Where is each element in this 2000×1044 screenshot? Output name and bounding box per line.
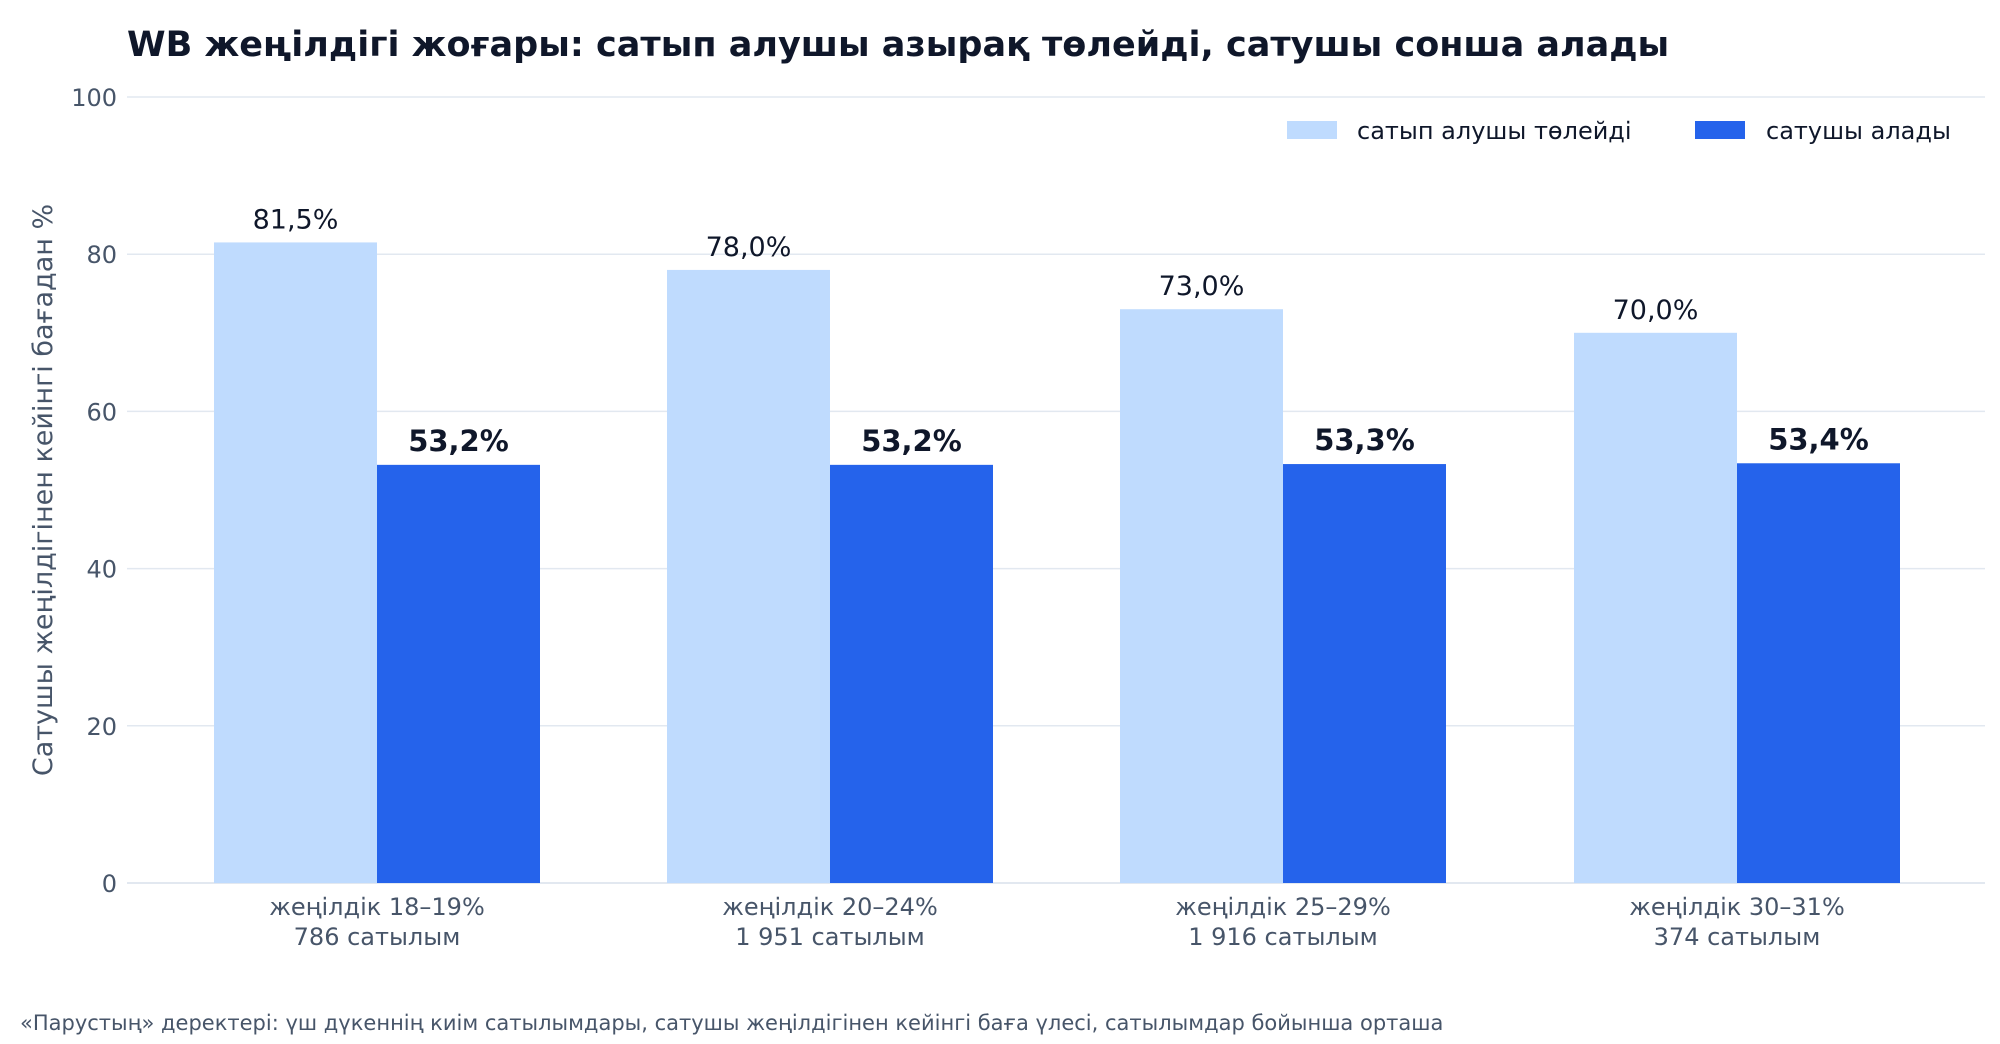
data-label: 53,2% [408, 424, 509, 458]
bar-seller-gets-2 [1283, 464, 1446, 883]
bar-buyer-pays-1 [667, 269, 830, 883]
data-label: 53,3% [1314, 423, 1415, 457]
x-tick-sublabel: 1 916 сатылым [1188, 923, 1378, 951]
y-tick-label: 0 [102, 870, 117, 898]
x-tick-label: жеңілдік 18–19% [269, 893, 485, 921]
data-label: 53,4% [1768, 422, 1869, 456]
bar-buyer-pays-0 [214, 242, 377, 883]
bar-seller-gets-3 [1737, 463, 1900, 883]
x-tick-label: жеңілдік 20–24% [722, 893, 938, 921]
bars [214, 242, 1900, 884]
x-tick-label: жеңілдік 30–31% [1629, 893, 1845, 921]
legend-label-0: сатып алушы төлейді [1357, 117, 1632, 145]
x-axis-ticks: жеңілдік 18–19%786 сатылым жеңілдік 20–24… [269, 893, 1845, 951]
bar-buyer-pays-2 [1120, 309, 1283, 884]
x-tick-sublabel: 1 951 сатылым [735, 923, 925, 951]
data-label: 81,5% [253, 204, 339, 235]
chart-title: WB жеңілдігі жоғары: сатып алушы азырақ … [127, 25, 1669, 65]
y-tick-label: 40 [86, 556, 117, 584]
legend-swatch-1 [1695, 121, 1745, 139]
y-axis-label: Сатушы жеңілдігінен кейінгі бағадан % [28, 204, 59, 776]
data-label: 70,0% [1613, 295, 1699, 326]
x-tick-label: жеңілдік 25–29% [1175, 893, 1391, 921]
bar-buyer-pays-3 [1574, 332, 1737, 883]
data-label: 73,0% [1159, 271, 1245, 302]
y-tick-label: 60 [86, 398, 117, 426]
bar-seller-gets-0 [377, 464, 540, 883]
data-label: 53,2% [861, 424, 962, 458]
data-label: 78,0% [706, 232, 792, 263]
y-tick-label: 20 [86, 713, 117, 741]
y-axis-ticks: 0 20 40 60 80 100 [71, 84, 117, 898]
x-tick-sublabel: 786 сатылым [294, 923, 461, 951]
bar-seller-gets-1 [830, 464, 993, 883]
y-tick-label: 100 [71, 84, 117, 112]
y-tick-label: 80 [86, 241, 117, 269]
legend-swatch-0 [1287, 121, 1337, 139]
data-labels: 81,5% 78,0% 73,0% 70,0% 53,2% 53,2% 53,3% 53,4% [253, 204, 1869, 457]
legend: сатып алушы төлейді сатушы алады [1287, 117, 1951, 145]
x-tick-sublabel: 374 сатылым [1654, 923, 1821, 951]
legend-label-1: сатушы алады [1766, 117, 1951, 145]
chart-footnote: «Парустың» деректері: үш дүкеннің киім с… [20, 1011, 1443, 1035]
